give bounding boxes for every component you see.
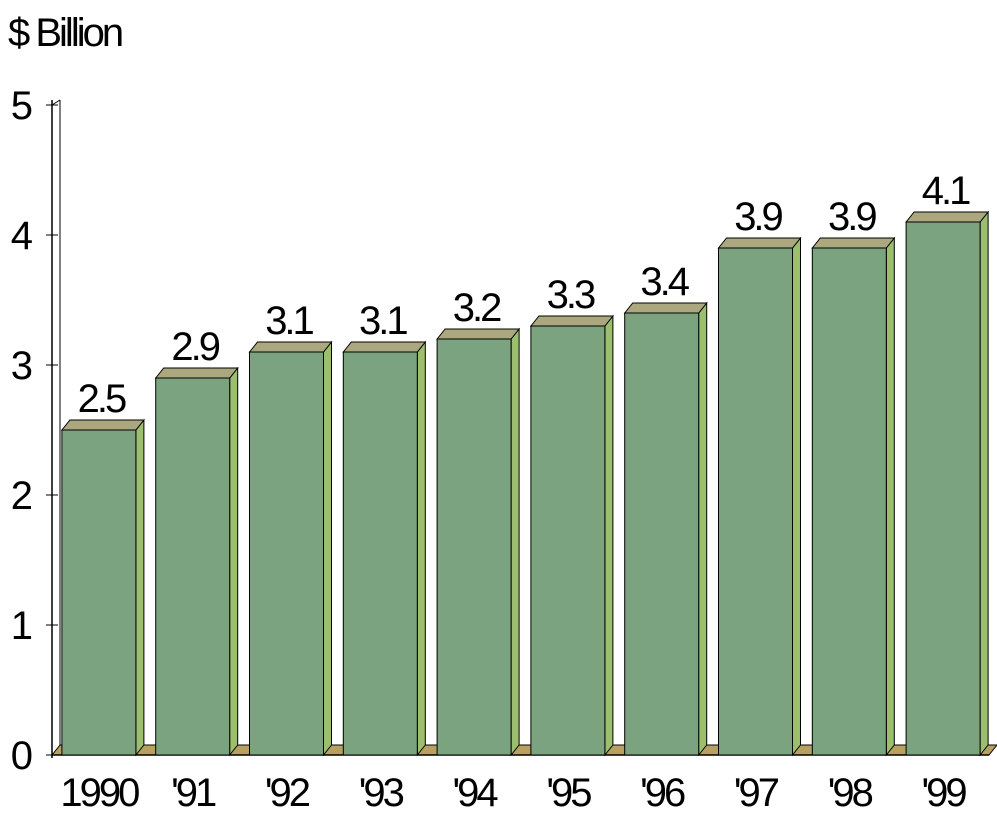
x-tick-label: '91 [171,771,216,813]
bar-front [249,351,324,756]
x-tick-label: '96 [640,771,685,813]
value-label: 2.9 [171,325,219,369]
bar-top [342,341,427,353]
bar-front [155,377,231,756]
value-label: 3.3 [547,273,595,317]
x-tick-label: 1990 [60,771,139,813]
x-tick-label: '95 [546,771,591,813]
value-label: 3.9 [734,195,782,239]
bar-side [698,301,708,757]
x-tick-label: '93 [359,771,404,813]
bar-side [885,236,895,757]
y-tick-label: 0 [11,734,32,778]
x-tick-label: '97 [734,771,779,813]
bar [905,210,990,757]
x-tick-label: '94 [453,771,499,813]
value-label: 3.2 [453,286,501,330]
bar-side [979,210,989,757]
bar [811,236,896,757]
value-label: 2.5 [78,377,126,421]
bar-top [905,211,990,223]
bar-front [342,351,418,756]
y-tick-label: 3 [11,344,32,388]
value-label: 3.1 [359,299,407,343]
bar [717,236,802,757]
bar [623,301,708,757]
y-tick-label: 4 [11,214,33,258]
bar-top [717,237,802,249]
bar-front [61,429,137,756]
bar-top [436,328,521,340]
bar [342,340,427,757]
bar [529,314,614,757]
bar-side [416,340,426,757]
bar-side [323,340,332,757]
bar-top [154,367,239,379]
bar [60,418,145,757]
bar-front [436,338,512,756]
bar-top [248,341,333,353]
bar-side [135,418,145,757]
y-axis-top [51,99,61,106]
bar [248,340,333,757]
bar-top [529,315,614,327]
bar [154,366,239,757]
bar-front [530,325,606,756]
bar-front [624,312,700,756]
bar-side [229,366,239,757]
y-tick-label: 2 [11,474,32,518]
x-tick-label: '92 [265,771,310,813]
value-label: 3.1 [265,299,313,343]
y-tick-label: 5 [11,84,32,128]
bar-front [905,221,981,756]
x-tick-label: '99 [922,771,967,813]
value-label: 3.4 [640,260,689,304]
bar [436,327,521,757]
bar-top [811,237,896,249]
x-tick-label: '98 [828,771,873,813]
bar-top [623,302,708,314]
value-label: 4.1 [922,169,970,213]
bar-front [718,247,793,756]
y-tick-label: 1 [11,604,32,648]
bar-side [510,327,520,757]
y-axis-label: $ Billion [8,11,122,55]
bar-side [792,236,801,757]
bar-top [60,419,145,431]
value-label: 3.9 [828,195,876,239]
bar-front [811,247,887,756]
bar-side [604,314,614,757]
